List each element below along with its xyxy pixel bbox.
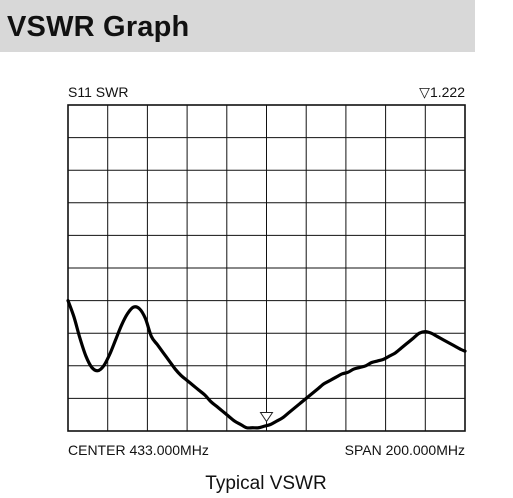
s11-swr-trace	[66, 299, 467, 430]
marker-triangle-icon	[259, 411, 274, 423]
span-label: SPAN 200.000MHz	[345, 442, 465, 458]
marker-readout: ▽1.222	[419, 84, 465, 100]
title-bar	[0, 0, 475, 52]
page-title: VSWR Graph	[7, 11, 190, 43]
center-frequency-label: CENTER 433.000MHz	[68, 442, 209, 458]
plot-frame	[67, 104, 466, 432]
trace-label: S11 SWR	[68, 84, 128, 100]
marker-readout-value: 1.222	[430, 84, 465, 100]
chart-caption: Typical VSWR	[205, 473, 326, 494]
chart-grid	[68, 105, 465, 431]
marker-readout-glyph: ▽	[419, 84, 430, 100]
